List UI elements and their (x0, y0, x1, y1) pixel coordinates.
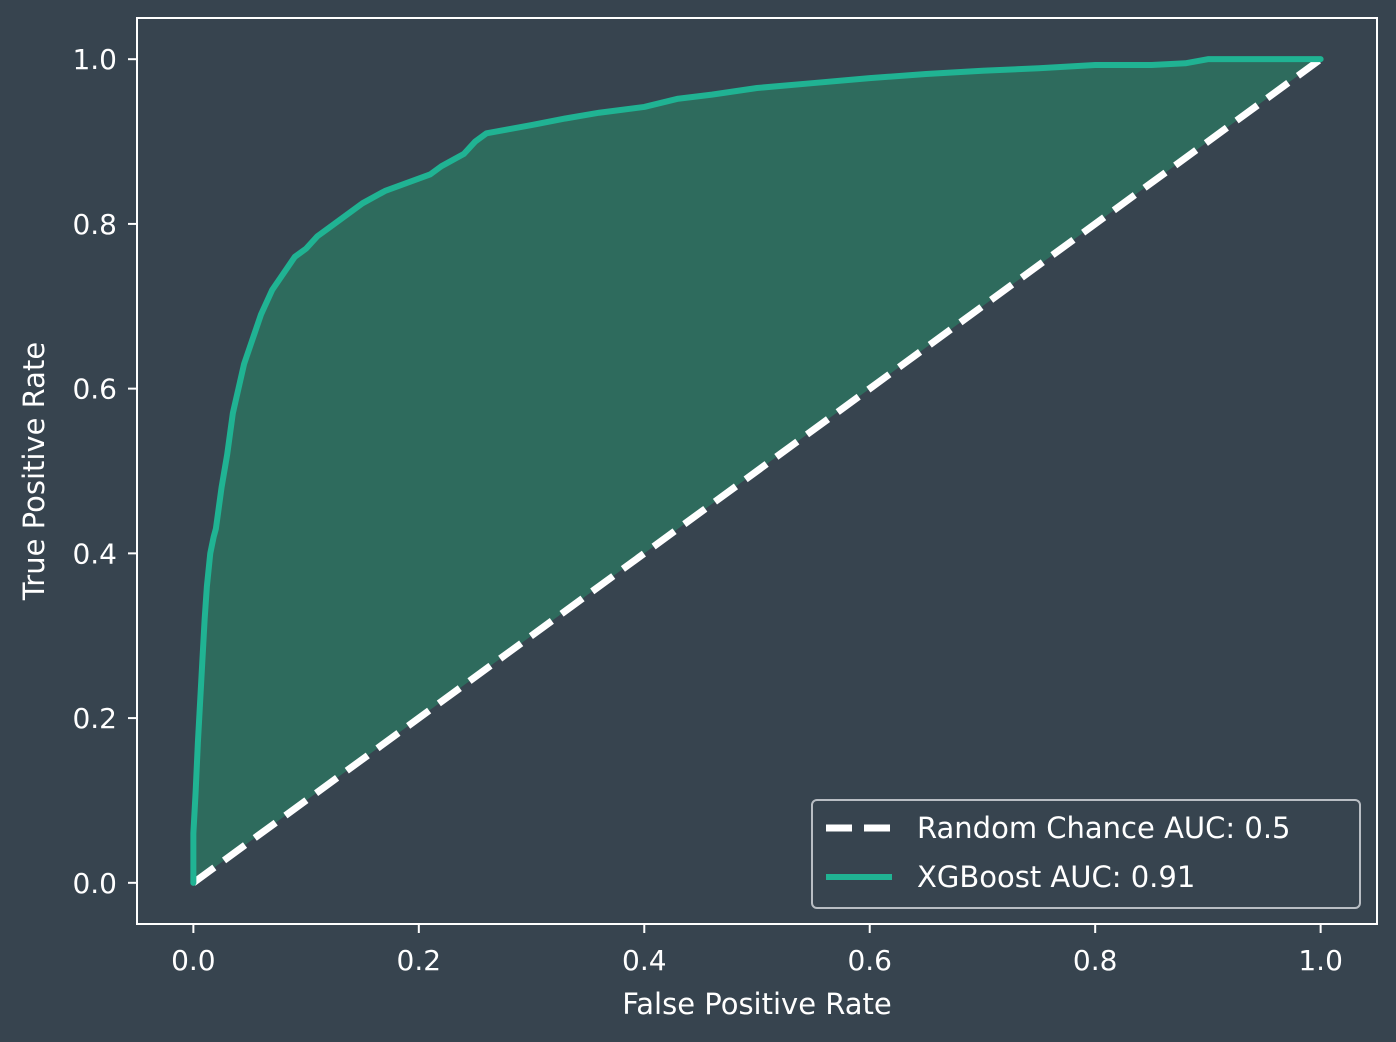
y-tick-label: 1.0 (72, 43, 117, 76)
legend-box (811, 799, 1361, 909)
y-axis-label: True Positive Rate (17, 342, 51, 601)
x-tick-label: 0.6 (847, 944, 892, 977)
y-tick-label: 0.4 (72, 537, 117, 570)
y-tick-label: 0.6 (72, 373, 117, 406)
x-tick-label: 1.0 (1298, 944, 1343, 977)
legend-xgboost-label: XGBoost AUC: 0.91 (917, 860, 1195, 894)
x-tick-label: 0.2 (397, 944, 442, 977)
xgboost-roc-line (190, 56, 1324, 886)
y-tick-label: 0.0 (72, 867, 117, 900)
x-tick-label: 0.0 (171, 944, 216, 977)
x-tick-label: 0.4 (622, 944, 667, 977)
random-chance-line (191, 56, 1323, 886)
y-tick-label: 0.8 (72, 208, 117, 241)
plot-frame (136, 17, 1378, 925)
x-axis-ticks: 0.0 0.2 0.4 0.6 0.8 1.0 (171, 924, 1343, 977)
legend: Random Chance AUC: 0.5 XGBoost AUC: 0.91 (811, 799, 1361, 909)
x-tick-label: 0.8 (1073, 944, 1118, 977)
legend-random-label: Random Chance AUC: 0.5 (917, 811, 1291, 845)
y-tick-label: 0.2 (72, 702, 117, 735)
y-axis-ticks: 0.0 0.2 0.4 0.6 0.8 1.0 (72, 43, 137, 900)
x-axis-label: False Positive Rate (622, 987, 892, 1021)
